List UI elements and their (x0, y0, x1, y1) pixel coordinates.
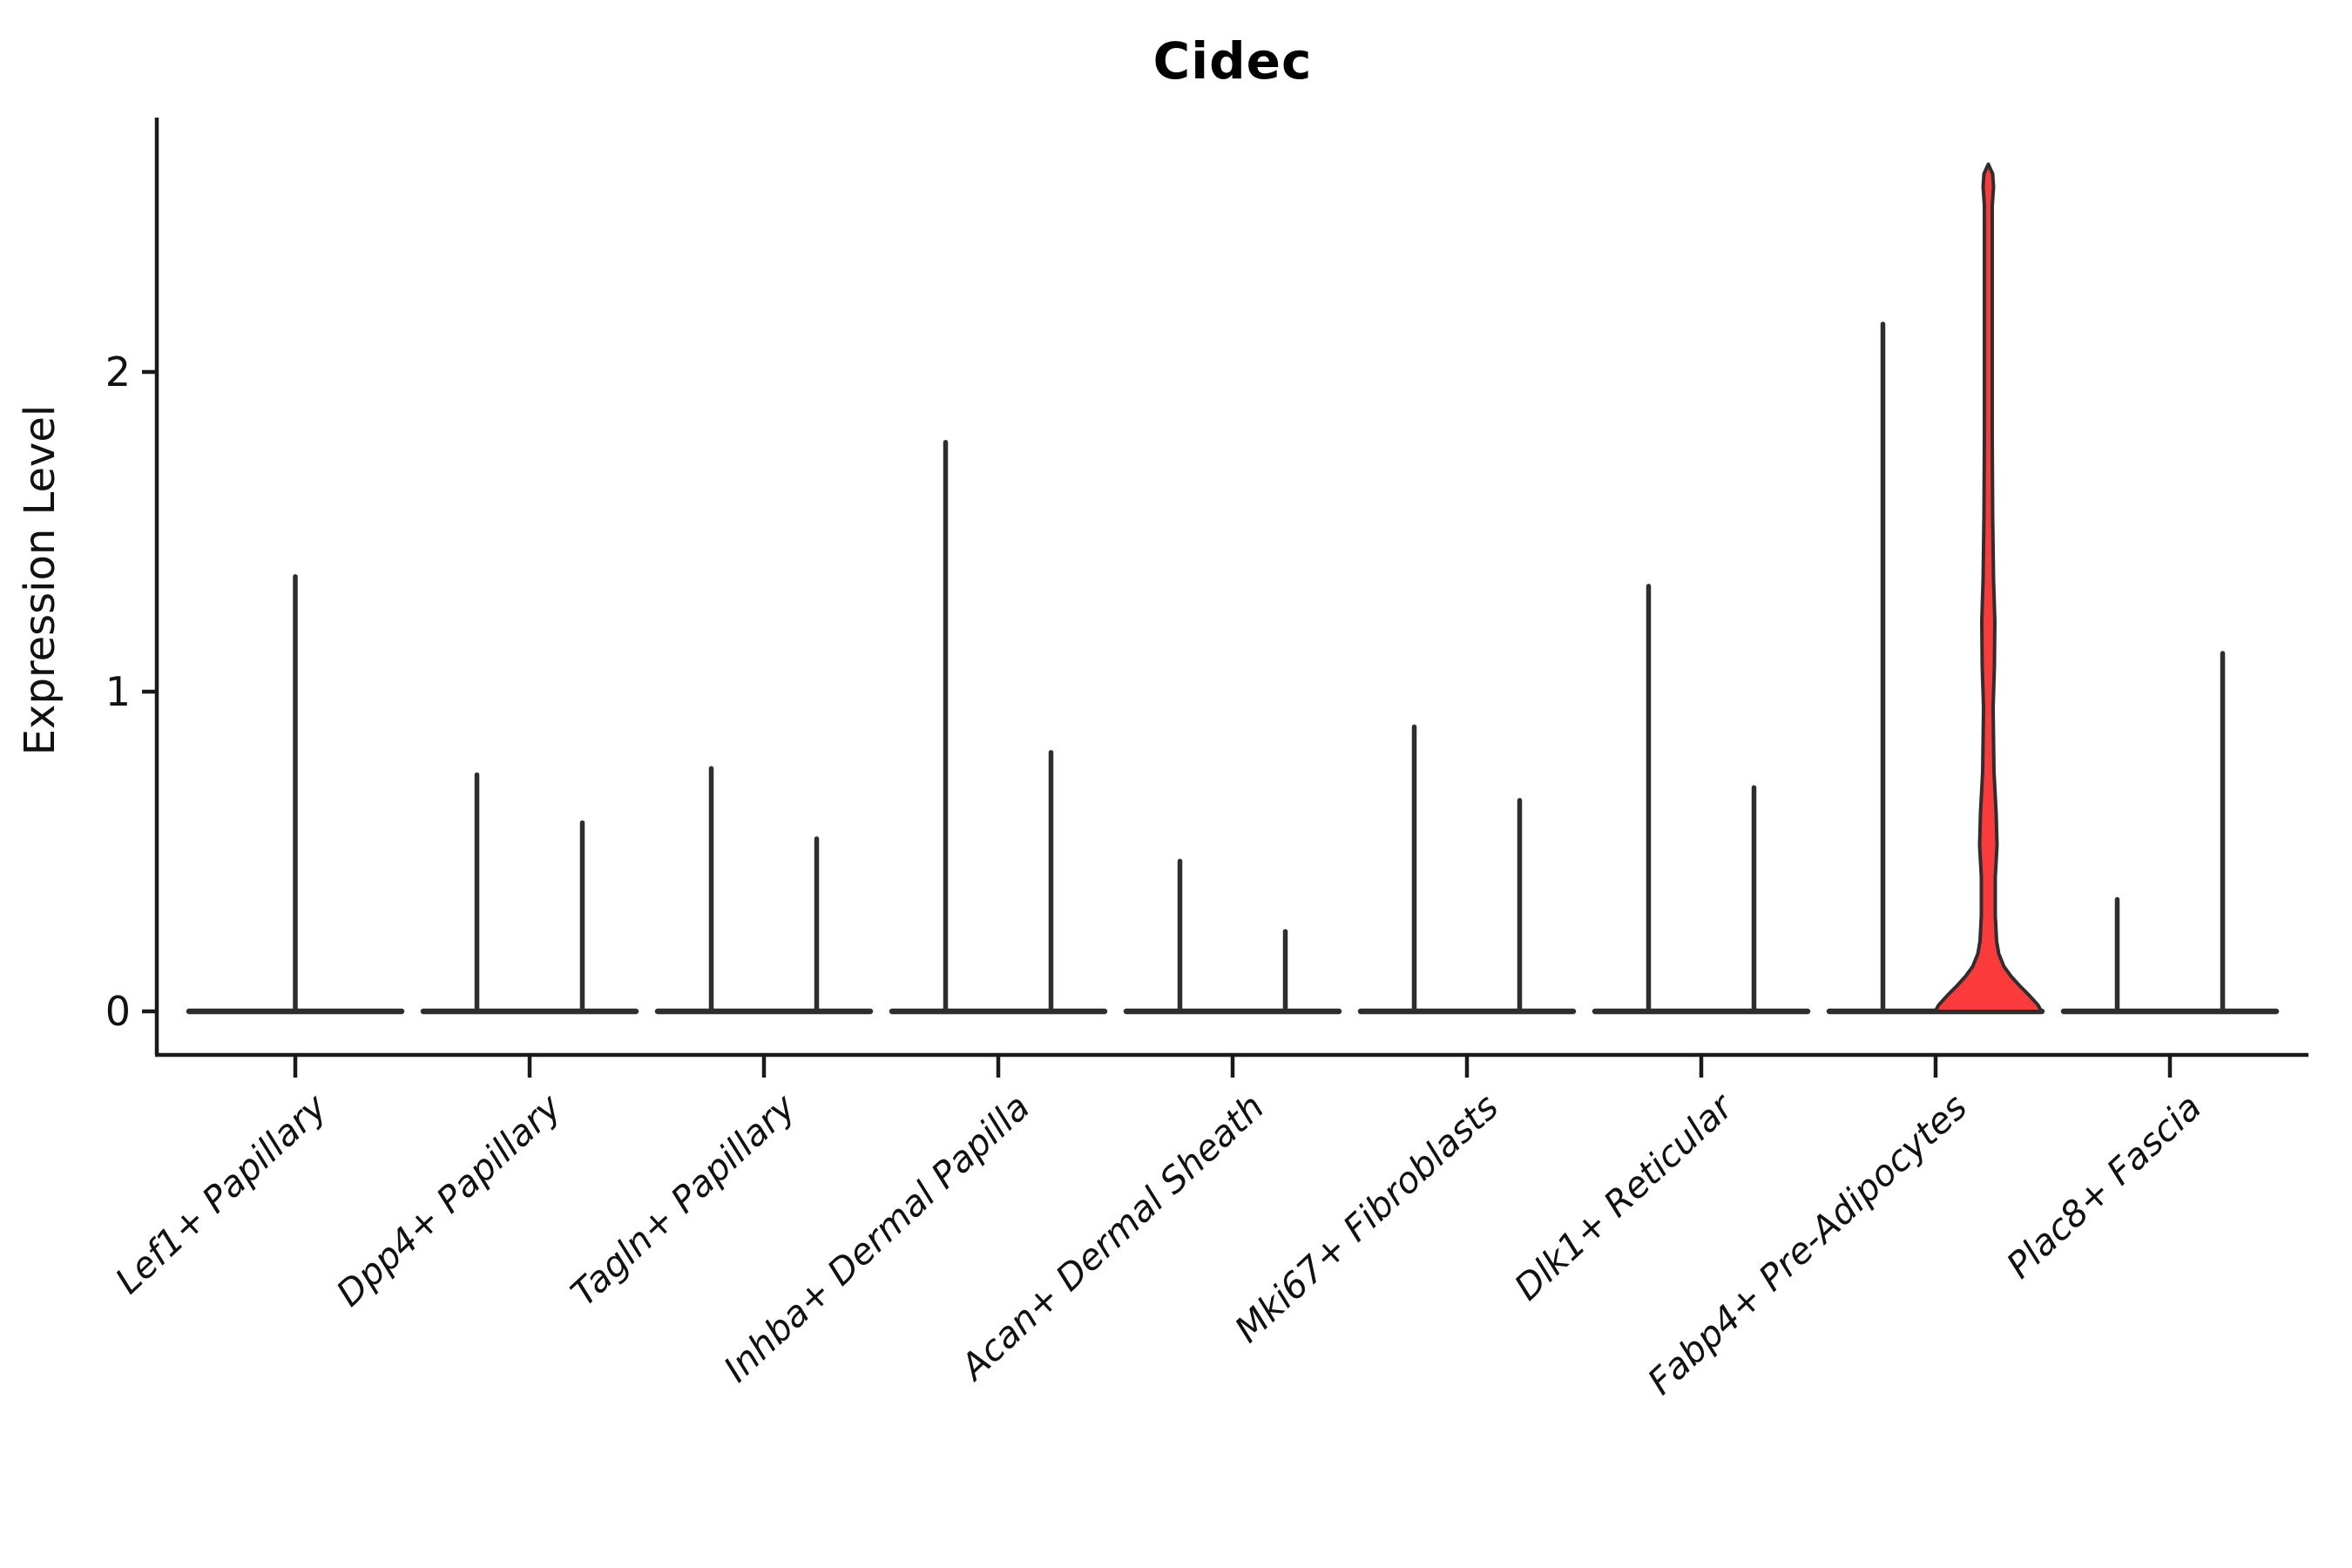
y-tick-label: 0 (105, 988, 131, 1035)
plot-title: Cidec (1152, 31, 1313, 91)
y-axis-label: Expression Level (16, 404, 64, 756)
violin-body-highlight (1933, 162, 2044, 1013)
y-tick-label: 2 (105, 348, 131, 395)
y-tick-label: 1 (105, 668, 131, 715)
